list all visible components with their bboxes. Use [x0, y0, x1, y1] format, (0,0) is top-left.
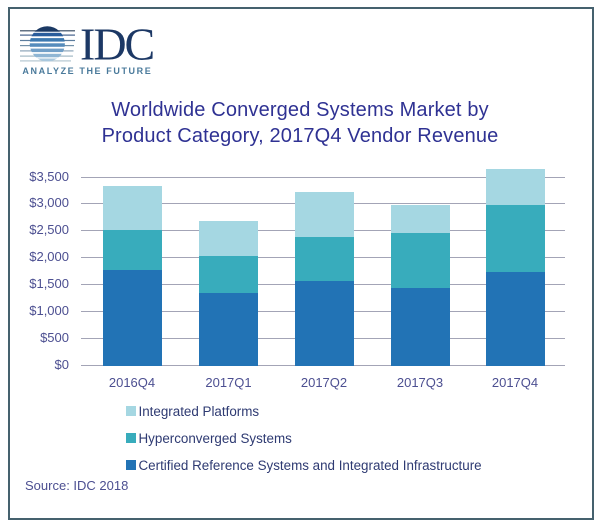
svg-text:IDC: IDC	[80, 24, 154, 69]
svg-text:ANALYZE THE FUTURE: ANALYZE THE FUTURE	[22, 66, 152, 76]
